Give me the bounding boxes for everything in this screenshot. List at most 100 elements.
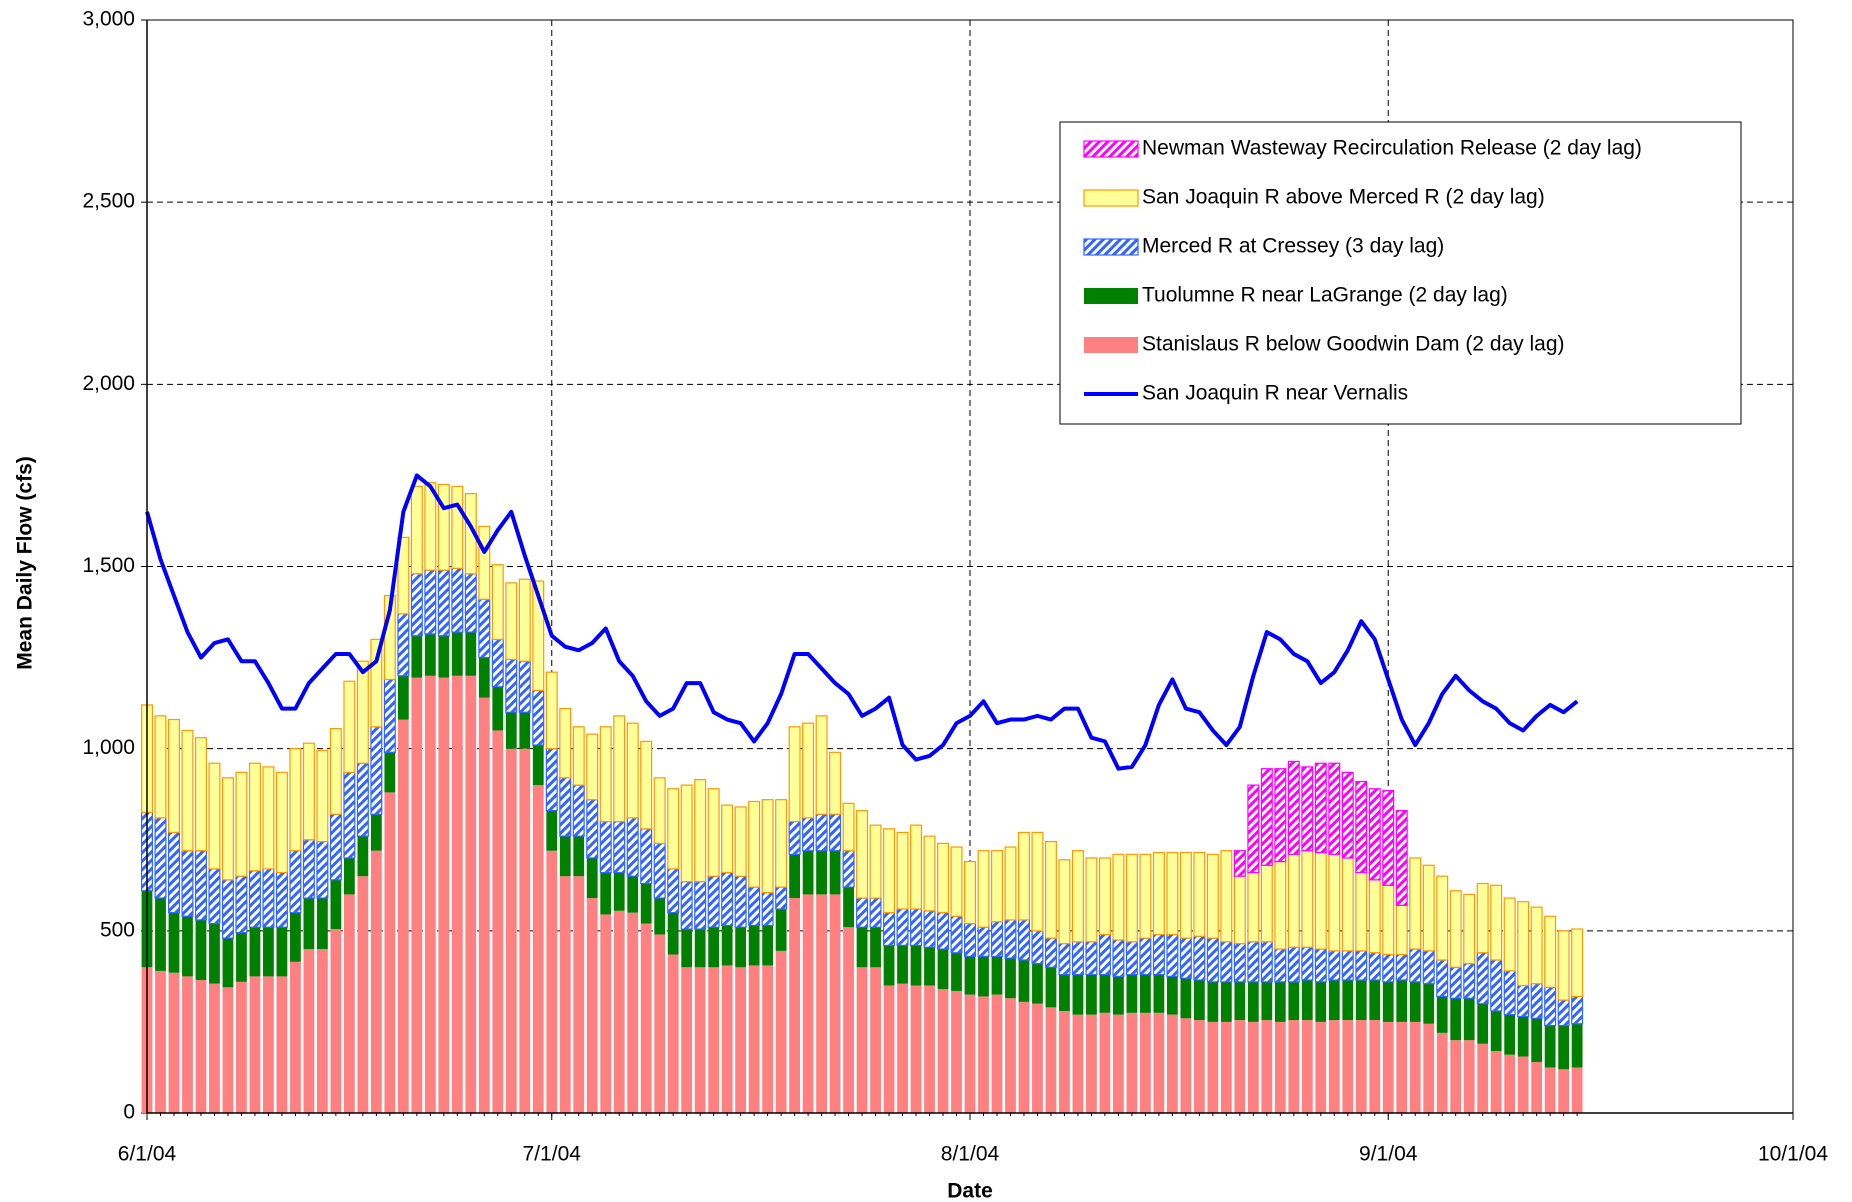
bar-segment: [1180, 1018, 1192, 1113]
bar-segment: [613, 910, 625, 1113]
bar-segment: [559, 876, 571, 1113]
bar-segment: [1544, 986, 1557, 1027]
bar-segment: [316, 840, 329, 899]
bar-segment: [694, 929, 706, 968]
bar-segment: [478, 657, 490, 698]
legend-label: San Joaquin R above Merced R (2 day lag): [1142, 186, 1545, 209]
bar-segment: [302, 742, 315, 841]
bar-segment: [209, 923, 220, 984]
bar-segment: [842, 802, 855, 852]
bar-segment: [357, 836, 369, 877]
bar-segment: [1098, 857, 1111, 936]
bar-segment: [1113, 1014, 1124, 1113]
bar-segment: [1247, 871, 1260, 943]
bar-segment: [343, 857, 355, 895]
bar-segment: [194, 737, 207, 852]
bar-segment: [856, 967, 868, 1113]
bar-segment: [1409, 1021, 1421, 1113]
bar-segment: [1005, 998, 1016, 1113]
bar-segment: [1126, 974, 1138, 1013]
bar-segment: [1179, 851, 1192, 939]
bar-segment: [451, 485, 464, 569]
bar-segment: [1328, 980, 1340, 1021]
bar-segment: [951, 952, 962, 991]
bar-segment: [856, 927, 868, 968]
bar-segment: [1071, 850, 1084, 943]
bar-segment: [964, 956, 976, 995]
bar-segment: [397, 719, 409, 1113]
bar-segment: [1193, 851, 1206, 937]
bar-segment: [1126, 1012, 1138, 1113]
bar-segment: [1220, 941, 1233, 983]
bar-segment: [329, 728, 342, 815]
bar-segment: [181, 850, 194, 917]
bar-segment: [762, 965, 774, 1113]
bar-segment: [478, 598, 491, 659]
bar-segment: [1477, 1043, 1489, 1113]
bar-segment: [1071, 941, 1084, 976]
bar-segment: [424, 633, 436, 676]
bar-segment: [762, 925, 774, 966]
bar-segment: [438, 635, 450, 678]
bar-segment: [573, 876, 585, 1113]
bar-segment: [1206, 937, 1219, 983]
bar-segment: [1517, 1056, 1529, 1113]
bar-segment: [815, 813, 828, 852]
bar-segment: [707, 788, 720, 877]
bar-segment: [168, 912, 180, 973]
bar-segment: [802, 850, 814, 895]
bar-segment: [491, 638, 504, 688]
bar-segment: [289, 748, 302, 852]
bar-segment: [977, 850, 990, 928]
bar-segment: [1382, 953, 1395, 983]
bar-segment: [505, 658, 518, 713]
bar-segment: [1004, 846, 1017, 921]
y-tick-label: 1,000: [82, 736, 135, 759]
bar-segment: [990, 850, 1003, 923]
bar-segment: [167, 718, 180, 834]
bar-segment: [518, 660, 531, 713]
bar-segment: [1193, 980, 1205, 1021]
bar-segment: [276, 927, 288, 977]
bar-segment: [1032, 1003, 1043, 1113]
bar-segment: [1450, 998, 1462, 1041]
bar-segment: [532, 745, 544, 786]
bar-segment: [1396, 980, 1408, 1022]
bar-segment: [1476, 882, 1489, 954]
bar-segment: [721, 804, 734, 874]
bar-segment: [1193, 1020, 1205, 1113]
bar-segment: [1180, 978, 1192, 1019]
bar-segment: [829, 850, 841, 895]
y-tick-label: 1,500: [82, 554, 135, 577]
bar-segment: [235, 875, 248, 934]
bar-segment: [775, 799, 788, 888]
bar-segment: [964, 922, 976, 957]
bar-segment: [870, 927, 881, 968]
bar-segment: [383, 678, 396, 753]
bar-segment: [519, 712, 531, 749]
y-tick-label: 2,500: [82, 190, 135, 213]
bar-segment: [290, 961, 301, 1113]
bar-segment: [532, 689, 545, 746]
bar-segment: [1409, 948, 1422, 983]
bar-segment: [478, 525, 491, 600]
bar-segment: [1032, 963, 1043, 1004]
bar-segment: [586, 898, 598, 1113]
bar-segment: [761, 891, 774, 926]
bar-segment: [370, 638, 383, 728]
bar-segment: [721, 965, 733, 1113]
y-tick-label: 500: [100, 918, 135, 941]
bar-segment: [573, 836, 585, 877]
y-tick-label: 2,000: [82, 372, 135, 395]
bar-segment: [1558, 1069, 1570, 1113]
bar-segment: [1463, 998, 1475, 1041]
bar-segment: [1247, 784, 1260, 874]
legend-swatch: [1084, 288, 1138, 304]
bar-segment: [1341, 771, 1354, 859]
bar-segment: [330, 929, 342, 1113]
bar-segment: [1530, 906, 1543, 985]
bar-segment: [316, 749, 329, 843]
legend-swatch: [1083, 238, 1139, 256]
bar-segment: [923, 835, 936, 912]
